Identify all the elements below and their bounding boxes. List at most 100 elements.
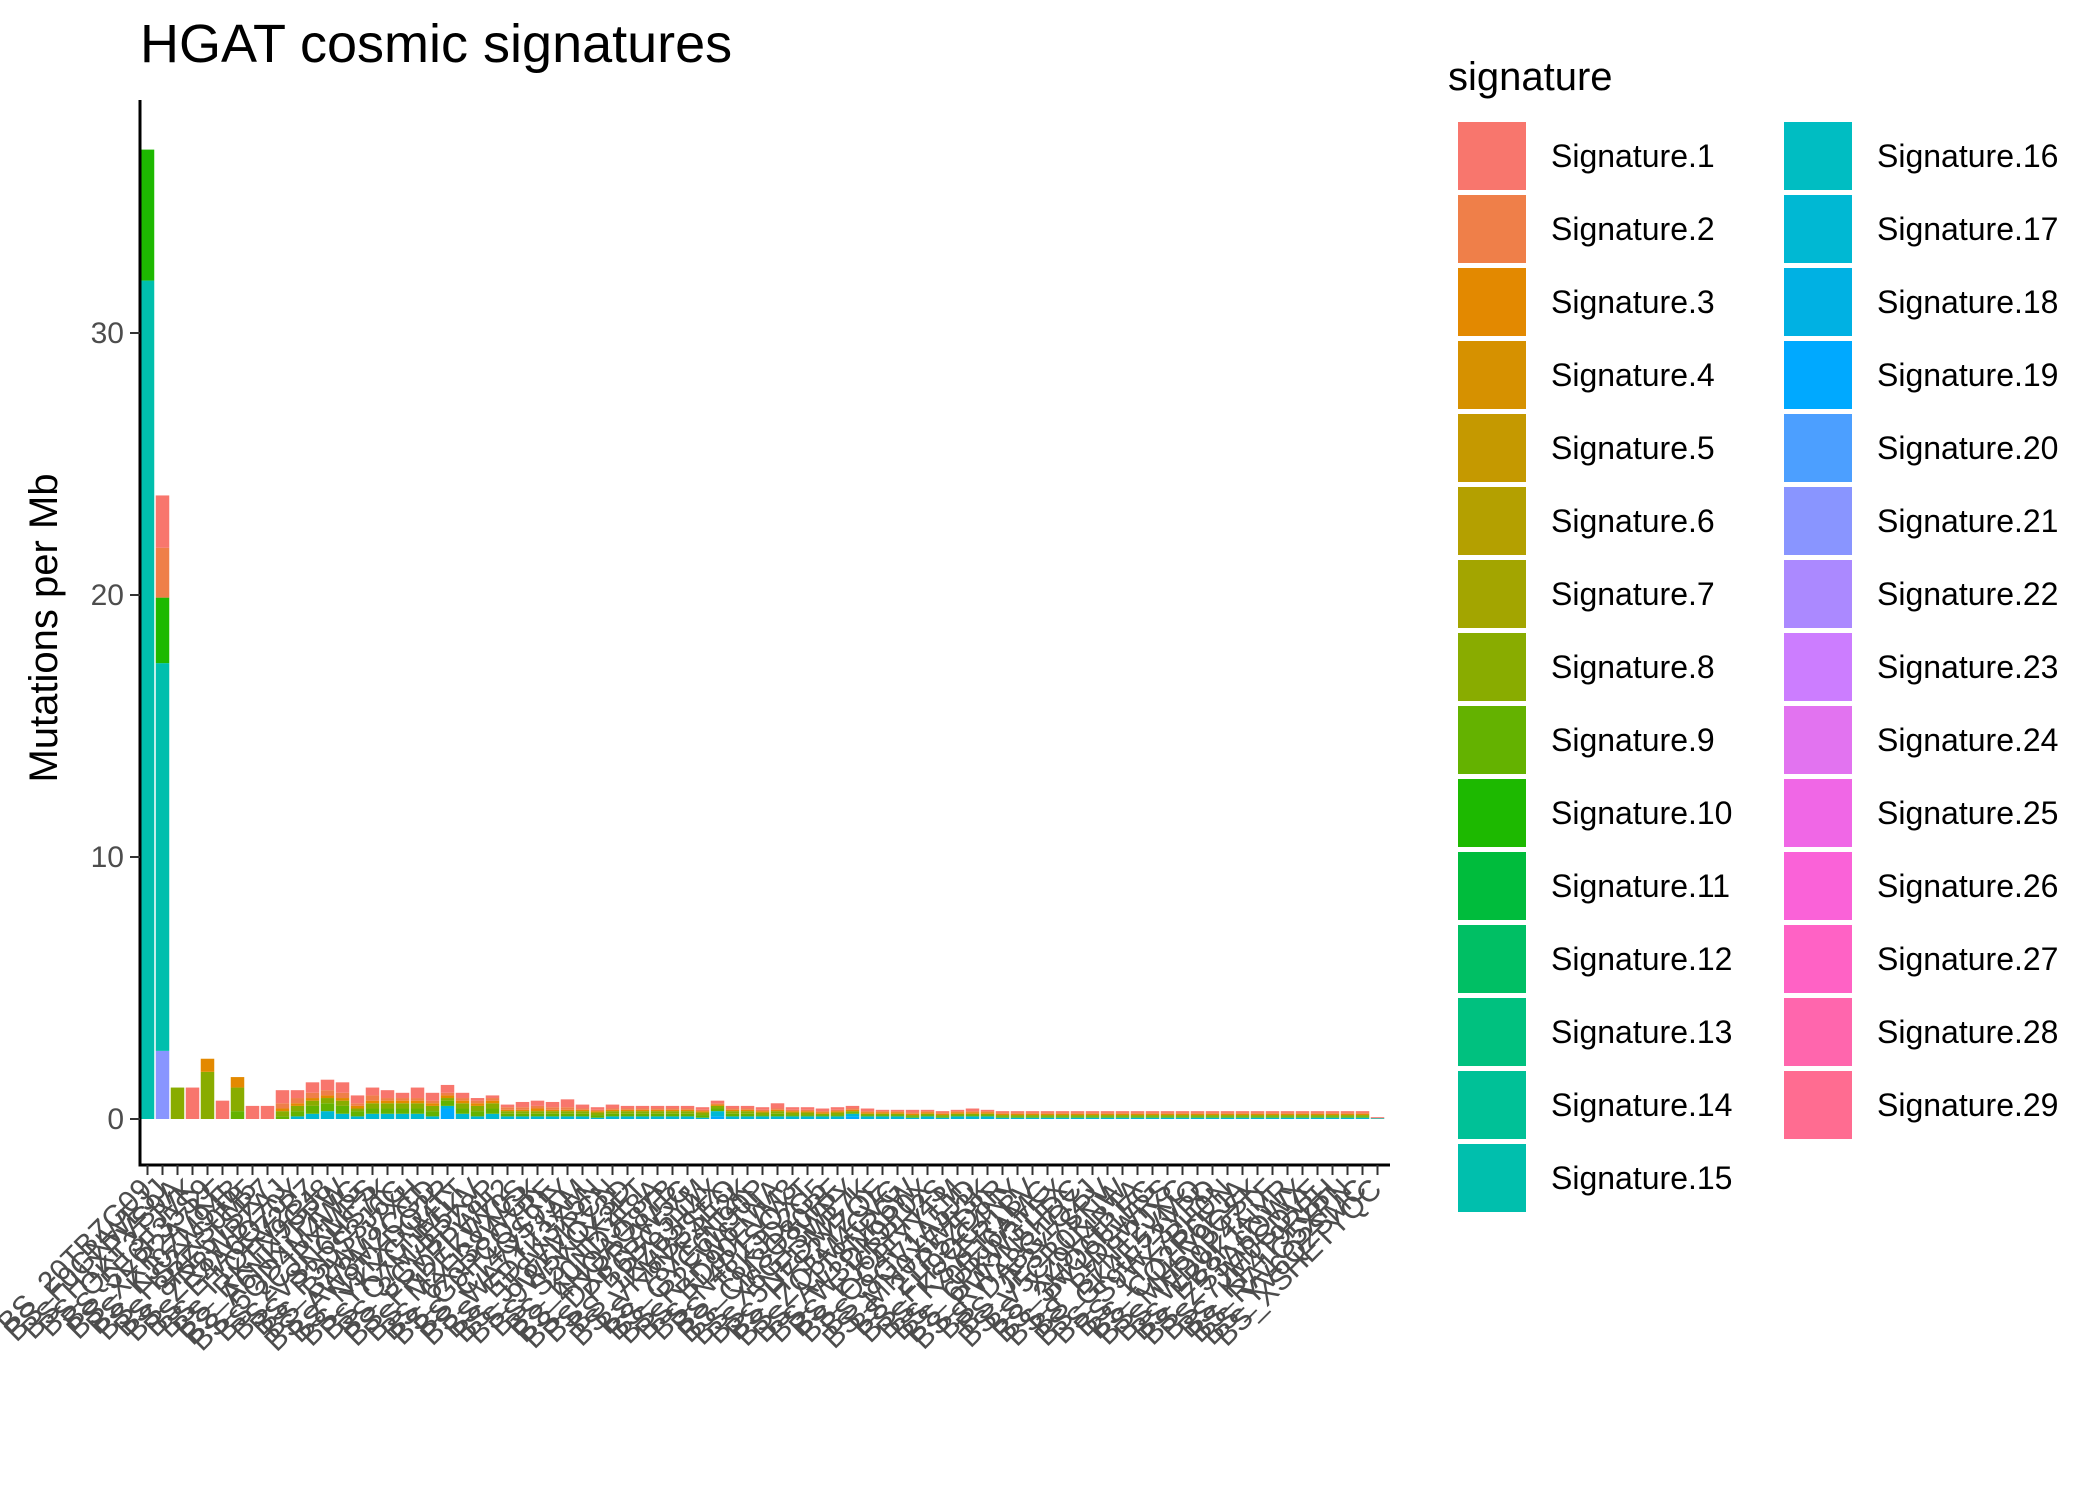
bar-segment-16-signature-2 — [365, 1095, 380, 1101]
legend-label: Signature.22 — [1877, 576, 2058, 612]
x-tick-labels: BS_20TBZG09BS_F0GNWEJJBS_H1XPVS9ABS_QKT3… — [0, 1165, 1388, 1358]
bar-segment-42-signature-2 — [755, 1109, 770, 1112]
bar-segment-63-signature-3 — [1070, 1113, 1085, 1116]
bar-segment-3-signature-8 — [170, 1087, 185, 1119]
bar-segment-53-signature-9 — [920, 1115, 935, 1117]
bar-segment-15-signature-1 — [350, 1095, 365, 1104]
bar-segment-53-signature-3 — [920, 1112, 935, 1114]
bar-segment-71-signature-1 — [1190, 1111, 1205, 1113]
bar-segment-78-signature-8 — [1295, 1115, 1310, 1117]
bar-segment-28-signature-9 — [545, 1113, 560, 1117]
bar-segment-22-signature-1 — [455, 1092, 470, 1099]
bar-segment-25-signature-2 — [500, 1107, 515, 1110]
bar-segment-25-signature-17 — [500, 1116, 515, 1119]
bar-segment-54-signature-17 — [935, 1117, 950, 1119]
bar-segment-12-signature-9 — [305, 1105, 320, 1114]
bar-segment-65-signature-17 — [1100, 1117, 1115, 1119]
bar-segment-33-signature-2 — [620, 1108, 635, 1110]
bar-segment-68-signature-2 — [1145, 1112, 1160, 1114]
bar-segment-70-signature-3 — [1175, 1113, 1190, 1116]
legend-label: Signature.5 — [1551, 430, 1715, 466]
bar-segment-41-signature-3 — [740, 1109, 755, 1112]
bar-segment-72-signature-3 — [1205, 1113, 1220, 1116]
bar-segment-44-signature-1 — [785, 1107, 800, 1110]
bar-segment-23-signature-2 — [470, 1100, 485, 1104]
bar-segment-49-signature-3 — [860, 1112, 875, 1114]
bar-segment-23-signature-9 — [470, 1111, 485, 1117]
legend-key-signature-11 — [1458, 852, 1526, 920]
bar-segment-78-signature-9 — [1295, 1116, 1310, 1118]
bar-segment-63-signature-8 — [1070, 1115, 1085, 1117]
bar-segment-65-signature-9 — [1100, 1116, 1115, 1118]
legend-label: Signature.20 — [1877, 430, 2058, 466]
y-tick-label: 10 — [91, 841, 124, 874]
bar-segment-24-signature-8 — [485, 1103, 500, 1109]
bars-layer — [140, 149, 1385, 1120]
bar-segment-47-signature-2 — [830, 1109, 845, 1112]
legend-key-signature-26 — [1784, 852, 1852, 920]
bar-segment-73-signature-3 — [1220, 1113, 1235, 1116]
bar-segment-51-signature-9 — [890, 1115, 905, 1117]
bar-segment-35-signature-2 — [650, 1108, 665, 1110]
bar-segment-20-signature-1 — [425, 1092, 440, 1101]
bar-segment-11-signature-17 — [290, 1116, 305, 1119]
bar-segment-49-signature-8 — [860, 1113, 875, 1116]
bar-segment-56-signature-8 — [965, 1113, 980, 1116]
bar-segment-57-signature-17 — [980, 1116, 995, 1119]
bar-segment-41-signature-2 — [740, 1108, 755, 1110]
bar-segment-32-signature-1 — [605, 1104, 620, 1109]
bar-segment-55-signature-17 — [950, 1116, 965, 1119]
legend-label: Signature.9 — [1551, 722, 1715, 758]
legend-label: Signature.6 — [1551, 503, 1715, 539]
bar-segment-30-signature-1 — [575, 1104, 590, 1109]
bar-segment-20-signature-8 — [425, 1105, 440, 1112]
bar-segment-82-signature-1 — [1355, 1111, 1370, 1113]
bar-segment-2-signature-1 — [155, 495, 170, 548]
legend-label: Signature.21 — [1877, 503, 2058, 539]
legend-key-signature-3 — [1458, 268, 1526, 336]
bar-segment-75-signature-8 — [1250, 1115, 1265, 1117]
legend-key-signature-25 — [1784, 779, 1852, 847]
legend-label: Signature.11 — [1551, 868, 1730, 904]
bar-segment-14-signature-2 — [335, 1092, 350, 1099]
bar-segment-30-signature-2 — [575, 1108, 590, 1110]
legend-label: Signature.24 — [1877, 722, 2058, 758]
bar-segment-21-signature-2 — [440, 1092, 455, 1096]
bar-segment-42-signature-3 — [755, 1111, 770, 1113]
bar-segment-17-signature-17 — [380, 1113, 395, 1119]
bar-segment-54-signature-9 — [935, 1116, 950, 1118]
bar-segment-56-signature-17 — [965, 1116, 980, 1119]
bar-segment-47-signature-17 — [830, 1116, 845, 1119]
bar-segment-11-signature-2 — [290, 1098, 305, 1104]
bar-segment-46-signature-1 — [815, 1108, 830, 1112]
bar-segment-63-signature-9 — [1070, 1116, 1085, 1118]
bar-segment-37-signature-1 — [680, 1105, 695, 1109]
bar-segment-4-signature-1 — [185, 1087, 200, 1119]
bar-segment-34-signature-9 — [635, 1113, 650, 1117]
bar-segment-57-signature-9 — [980, 1115, 995, 1117]
bar-segment-20-signature-9 — [425, 1111, 440, 1117]
bar-segment-31-signature-17 — [590, 1117, 605, 1119]
bar-segment-36-signature-1 — [665, 1105, 680, 1109]
legend-key-signature-5 — [1458, 414, 1526, 482]
bar-segment-47-signature-9 — [830, 1115, 845, 1117]
bar-segment-62-signature-9 — [1055, 1116, 1070, 1118]
bar-segment-15-signature-17 — [350, 1116, 365, 1119]
bar-segment-10-signature-1 — [275, 1090, 290, 1104]
y-axis-label: Mutations per Mb — [22, 473, 66, 782]
legend-label: Signature.18 — [1877, 284, 2058, 320]
bar-segment-42-signature-1 — [755, 1107, 770, 1110]
bar-segment-7-signature-9 — [230, 1111, 245, 1119]
legend-key-signature-21 — [1784, 487, 1852, 555]
bar-segment-33-signature-1 — [620, 1105, 635, 1109]
bar-segment-57-signature-2 — [980, 1111, 995, 1113]
bar-segment-24-signature-1 — [485, 1095, 500, 1099]
bar-segment-66-signature-2 — [1115, 1112, 1130, 1114]
bar-segment-24-signature-3 — [485, 1100, 500, 1104]
bar-segment-25-signature-3 — [500, 1109, 515, 1112]
bar-segment-79-signature-9 — [1310, 1116, 1325, 1118]
bar-segment-78-signature-2 — [1295, 1112, 1310, 1114]
bar-segment-31-signature-3 — [590, 1111, 605, 1113]
bar-segment-68-signature-1 — [1145, 1111, 1160, 1113]
